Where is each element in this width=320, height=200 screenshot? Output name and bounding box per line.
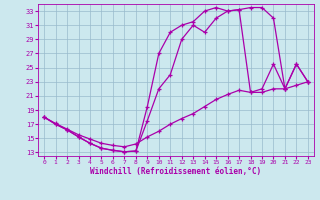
X-axis label: Windchill (Refroidissement éolien,°C): Windchill (Refroidissement éolien,°C) <box>91 167 261 176</box>
